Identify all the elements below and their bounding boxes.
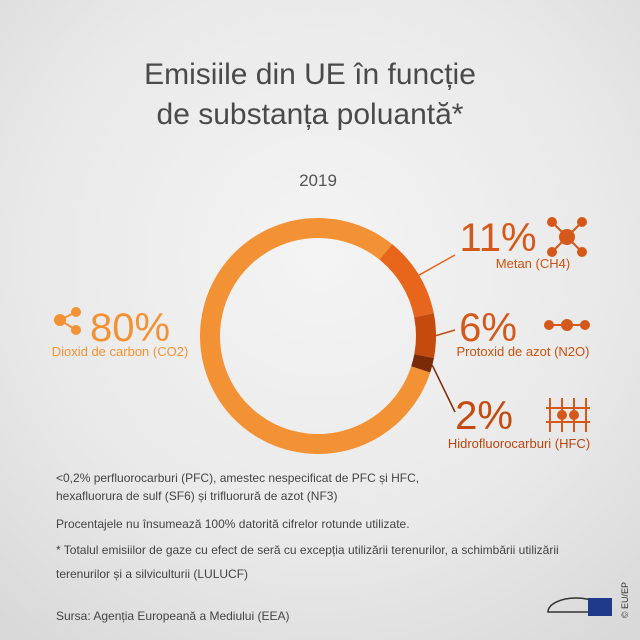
footnote: * Totalul emisiilor de gaze cu efect de … [56, 543, 559, 557]
pie-segment [414, 313, 436, 358]
footnote: Procentajele nu însumează 100% datorită … [56, 517, 410, 531]
title-line: Emisiile din UE în funcție [144, 58, 476, 91]
value-label: 11% [459, 216, 536, 260]
co2-icon [54, 307, 81, 335]
title-line: de substanța poluantă* [157, 98, 464, 131]
subtitle: 2019 [299, 171, 337, 190]
category-label: Dioxid de carbon (CO2) [52, 344, 189, 359]
leader-line [431, 364, 456, 413]
ch4-icon [547, 217, 587, 257]
credit: © EU/EP [620, 582, 630, 618]
value-label: 6% [459, 306, 517, 350]
footnote: <0,2% perfluorocarburi (PFC), amestec ne… [56, 471, 419, 485]
category-label: Protoxid de azot (N2O) [457, 344, 590, 359]
footnote: terenurilor și a silviculturii (LULUCF) [56, 567, 248, 581]
category-label: Hidrofluorocarburi (HFC) [448, 436, 590, 451]
value-label: 2% [455, 394, 513, 438]
category-label: Metan (CH4) [496, 256, 570, 271]
footnote: hexafluorura de sulf (SF6) și trifluorur… [56, 489, 337, 503]
leader-line [418, 254, 456, 276]
source: Sursa: Agenția Europeană a Mediului (EEA… [56, 609, 289, 623]
parliament-logo [547, 597, 612, 616]
n2o-icon [544, 319, 590, 331]
pie-segment [379, 244, 434, 318]
leader-line [435, 329, 456, 337]
hfc-icon [546, 398, 590, 432]
value-label: 80% [90, 306, 170, 350]
pie-segment [411, 354, 434, 373]
